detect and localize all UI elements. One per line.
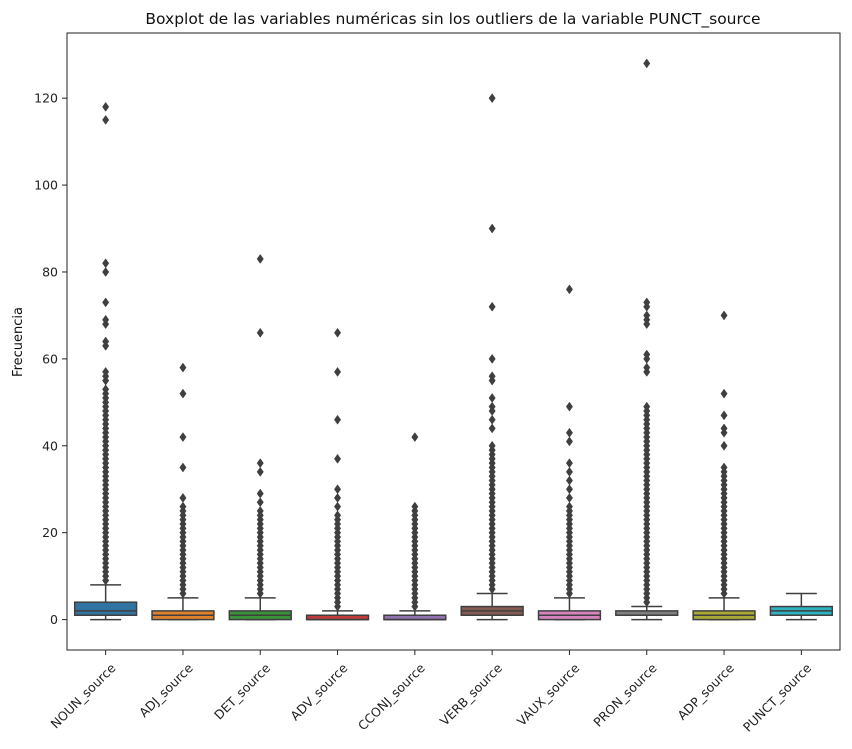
outlier-point <box>643 401 651 412</box>
plot-frame <box>66 32 841 651</box>
outlier-point <box>565 501 573 512</box>
outlier-point <box>179 432 187 443</box>
outlier-point <box>565 436 573 447</box>
outlier-point <box>334 501 342 512</box>
x-tick-label: PRON_source <box>590 660 660 730</box>
outlier-point <box>102 297 110 308</box>
y-tick-label: 0 <box>50 612 58 627</box>
outlier-point <box>565 475 573 486</box>
outlier-point <box>488 223 496 234</box>
outlier-point <box>720 423 728 434</box>
outlier-point <box>720 310 728 321</box>
outlier-point <box>488 414 496 425</box>
box <box>73 601 138 616</box>
outlier-point <box>334 510 342 521</box>
outlier-point <box>256 458 264 469</box>
outlier-point <box>488 423 496 434</box>
chart-title: Boxplot de las variables numéricas sin l… <box>145 10 760 29</box>
outlier-point <box>565 466 573 477</box>
outlier-point <box>334 327 342 338</box>
outlier-point <box>334 366 342 377</box>
outlier-point <box>488 393 496 403</box>
outlier-point <box>102 366 110 377</box>
x-tick-label: ADP_source <box>674 660 737 723</box>
outlier-point <box>256 488 264 499</box>
y-axis-label: Frecuencia <box>11 307 26 377</box>
x-tick-label: VERB_source <box>437 660 505 728</box>
outlier-point <box>334 484 342 495</box>
outlier-point <box>488 401 496 412</box>
outlier-point <box>256 466 264 477</box>
outlier-point <box>565 401 573 412</box>
outlier-point <box>720 462 728 473</box>
x-tick-label: NOUN_source <box>48 660 119 731</box>
x-tick-label: PUNCT_source <box>740 660 815 735</box>
x-tick-label: CCONJ_source <box>355 660 428 733</box>
y-tick-label: 80 <box>42 264 58 279</box>
outlier-point <box>643 349 651 360</box>
outlier-point <box>102 267 110 277</box>
outlier-point <box>256 497 264 508</box>
outlier-point <box>179 388 187 399</box>
outlier-point <box>565 458 573 469</box>
outlier-point <box>334 492 342 503</box>
outlier-point <box>102 314 110 325</box>
outlier-point <box>488 440 496 451</box>
x-tick-label: DET_source <box>211 660 273 722</box>
outlier-point <box>411 501 419 512</box>
y-tick-label: 20 <box>42 525 58 540</box>
outlier-point <box>179 492 187 503</box>
outlier-point <box>102 114 110 125</box>
outlier-point <box>256 254 264 264</box>
outlier-point <box>334 453 342 464</box>
outlier-point <box>179 362 187 373</box>
outlier-point <box>411 432 419 443</box>
outlier-point <box>488 301 496 312</box>
y-tick-label: 120 <box>34 91 58 106</box>
y-tick-label: 60 <box>42 351 58 366</box>
outlier-point <box>643 362 651 373</box>
y-tick-label: 100 <box>34 178 58 193</box>
outlier-point <box>643 58 651 69</box>
outlier-point <box>565 492 573 503</box>
outlier-point <box>565 284 573 295</box>
outlier-point <box>488 353 496 364</box>
outlier-point <box>488 371 496 382</box>
outlier-point <box>102 384 110 395</box>
outlier-point <box>334 414 342 425</box>
outlier-point <box>643 310 651 321</box>
outlier-point <box>565 427 573 438</box>
outlier-point <box>102 336 110 347</box>
outlier-point <box>643 297 651 308</box>
outlier-point <box>179 501 187 512</box>
outlier-point <box>102 101 110 112</box>
outlier-point <box>179 462 187 473</box>
outlier-point <box>720 388 728 399</box>
outlier-point <box>720 410 728 421</box>
plot-area: 0 20 40 60 80 100 120 NOUN_source ADJ_source DET_… <box>34 58 834 735</box>
outlier-point <box>720 440 728 451</box>
x-tick-label: ADJ_source <box>136 660 196 720</box>
outlier-point <box>102 258 110 269</box>
outlier-point <box>488 93 496 104</box>
outlier-point <box>256 506 264 516</box>
y-tick-label: 40 <box>42 438 58 453</box>
x-tick-label: ADV_source <box>287 660 350 723</box>
x-tick-label: VAUX_source <box>514 660 583 729</box>
outlier-point <box>256 327 264 338</box>
outlier-point <box>565 484 573 495</box>
